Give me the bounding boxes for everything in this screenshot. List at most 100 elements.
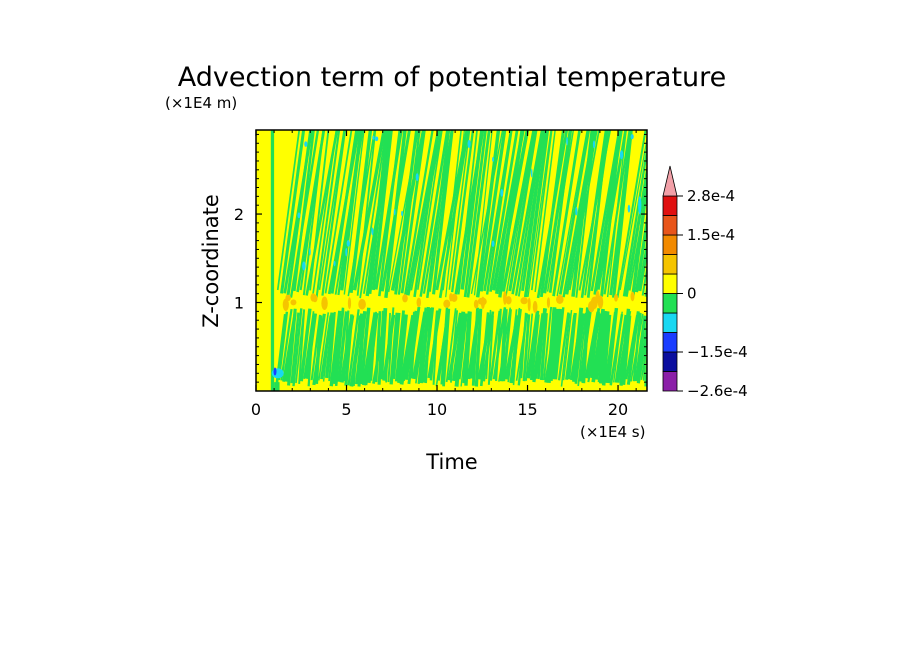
field-patch-positive xyxy=(416,297,422,308)
field-streak xyxy=(318,130,345,291)
field-streak xyxy=(353,315,361,386)
field-streak xyxy=(432,310,439,385)
field-patch-negative xyxy=(374,136,379,142)
colorbar-segment xyxy=(662,195,678,216)
field-patch-negative xyxy=(297,212,301,219)
field-streak xyxy=(445,308,457,383)
field-column xyxy=(270,130,275,391)
field-streak xyxy=(521,130,547,292)
field-streak xyxy=(498,130,524,298)
field-streak xyxy=(619,135,647,291)
field-streak xyxy=(473,130,493,296)
field-streak xyxy=(525,313,534,381)
colorbar-segment xyxy=(662,293,678,314)
field-streak xyxy=(532,313,545,383)
field-streak xyxy=(299,308,312,382)
field-streak xyxy=(577,312,587,387)
field-streak xyxy=(321,130,347,296)
field-streak xyxy=(337,311,348,382)
field-streak xyxy=(352,130,386,291)
field-patch-negative xyxy=(309,248,311,256)
field-streak xyxy=(471,307,479,386)
field-streak xyxy=(413,130,441,298)
field-patch-negative xyxy=(500,189,504,197)
field-streak xyxy=(324,130,353,294)
plot-area xyxy=(255,129,648,392)
field-patch-negative xyxy=(345,247,348,257)
field-streak xyxy=(499,309,508,382)
field-streak xyxy=(598,311,610,384)
colorbar-tick-label: 1.5e-4 xyxy=(687,226,735,244)
field-patch-positive xyxy=(282,298,289,312)
field-streak xyxy=(450,130,475,293)
field-streak xyxy=(440,307,449,385)
field-streak xyxy=(523,130,550,298)
field-streak xyxy=(626,311,640,385)
field-patch-positive xyxy=(443,299,451,308)
field-streak xyxy=(634,315,647,382)
field-streak xyxy=(520,312,527,379)
chart-title: Advection term of potential temperature xyxy=(178,62,727,93)
field-streak xyxy=(590,308,601,379)
field-streak xyxy=(392,312,401,380)
field-streak xyxy=(343,130,365,295)
field-streak xyxy=(614,314,628,383)
field-streak xyxy=(460,130,484,290)
field-streak xyxy=(400,130,426,294)
field-streak xyxy=(328,311,336,382)
field-streak xyxy=(416,130,443,290)
field-patch-negative xyxy=(371,227,374,236)
colorbar-extend-arrow xyxy=(662,165,678,197)
colorbar-tick-label: 0 xyxy=(687,285,697,303)
field-streak xyxy=(508,130,538,292)
field-patch-negative xyxy=(304,141,308,147)
field-streak xyxy=(631,171,647,296)
field-patch-negative xyxy=(467,139,471,149)
field-streak xyxy=(514,130,545,296)
field-streak xyxy=(286,130,313,297)
field-streak xyxy=(572,307,584,383)
field-streak xyxy=(276,130,301,291)
field-streak xyxy=(580,130,608,299)
field-streak xyxy=(356,130,377,296)
field-streak xyxy=(385,312,391,383)
field-streak xyxy=(554,307,565,380)
field-patch-negative xyxy=(401,210,404,217)
field-streak xyxy=(417,307,427,384)
field-streak xyxy=(479,312,490,387)
field-streak xyxy=(479,130,507,292)
field-streak xyxy=(642,315,647,381)
field-streak xyxy=(397,314,408,384)
x-tick-label: 10 xyxy=(427,400,447,419)
field-streak xyxy=(543,306,553,381)
field-streak xyxy=(309,130,330,291)
colorbar-segment xyxy=(662,332,678,353)
field-streak xyxy=(379,307,388,380)
field-streak xyxy=(318,312,330,381)
y-tick-label: 1 xyxy=(234,294,244,313)
field-streak xyxy=(314,315,323,384)
field-patch-negative xyxy=(393,208,396,216)
field-streak xyxy=(419,306,431,384)
field-streak xyxy=(370,311,377,381)
field-streak xyxy=(445,130,466,298)
field-streak xyxy=(534,130,556,293)
field-patch-negative xyxy=(333,260,336,267)
field-patch-negative xyxy=(638,196,642,215)
field-streak xyxy=(347,309,360,386)
colorbar: 2.8e-4 1.5e-4 0 −1.5e-4 −2.6e-4 xyxy=(662,165,748,400)
field-streak xyxy=(277,311,289,381)
x-tick-label: 20 xyxy=(608,400,628,419)
x-tick-label: 0 xyxy=(251,400,261,419)
field-streak xyxy=(489,310,501,381)
field-patch-positive xyxy=(290,299,297,306)
field-streak xyxy=(330,130,359,294)
field-streak xyxy=(293,130,315,292)
y-axis-unit: (×1E4 m) xyxy=(165,94,237,112)
field-streak xyxy=(384,130,407,299)
field-patch-positive xyxy=(630,291,635,302)
field-streak xyxy=(463,130,487,298)
field-patch-negative xyxy=(273,367,277,376)
field-patch-positive xyxy=(449,292,453,302)
